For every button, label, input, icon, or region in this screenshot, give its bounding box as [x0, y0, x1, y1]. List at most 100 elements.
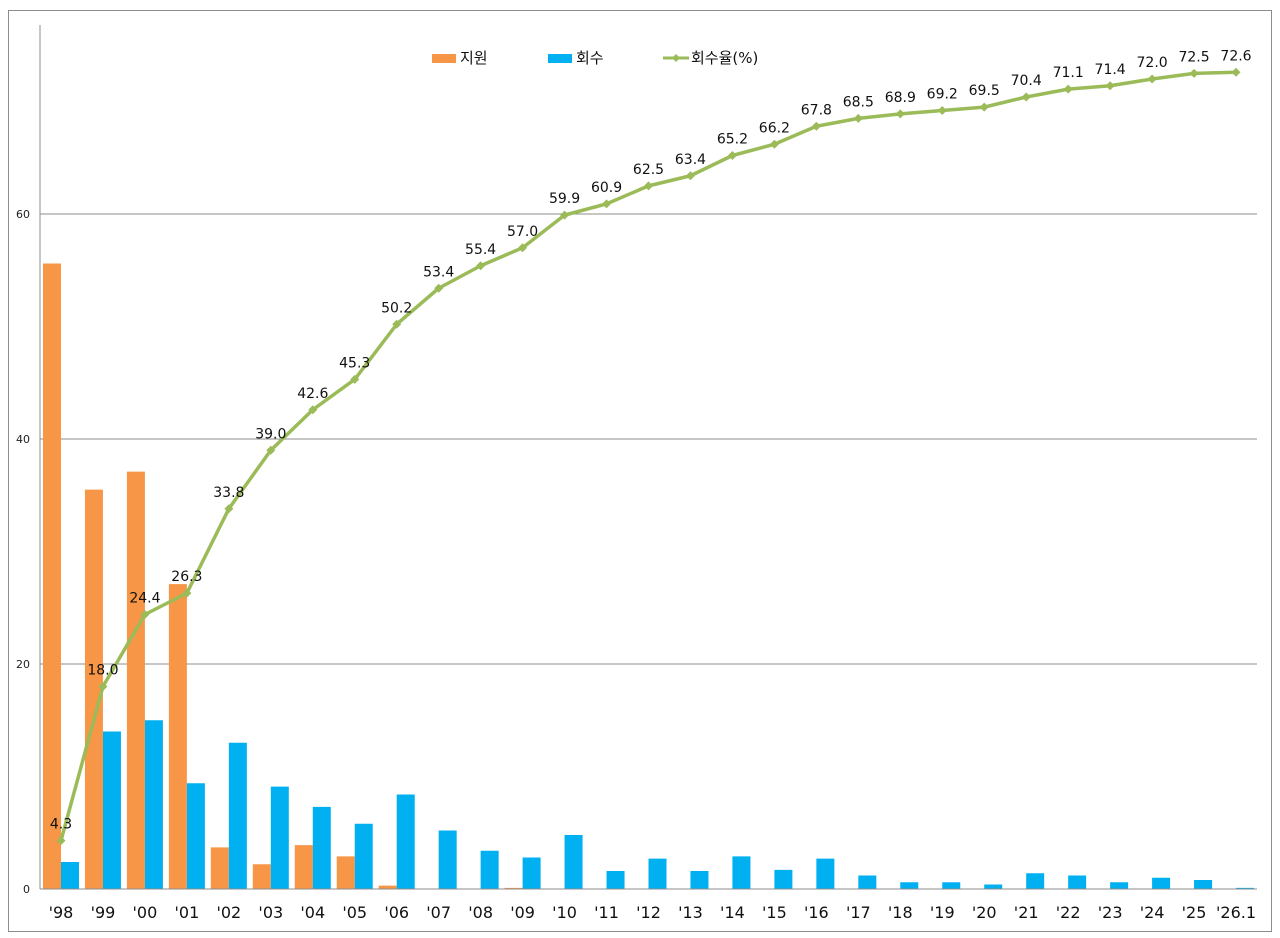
x-tick-label: '07: [426, 903, 451, 922]
x-tick-label: '03: [258, 903, 283, 922]
chart-frame: [8, 10, 1272, 932]
recovery-rate-label: 68.9: [885, 90, 916, 106]
x-tick-label: '24: [1140, 903, 1165, 922]
recovery-bar: [1236, 887, 1255, 889]
recovery-rate-label: 71.1: [1053, 65, 1084, 81]
recovery-bar: [312, 806, 331, 889]
recovery-bar: [480, 850, 499, 889]
recovery-bar: [690, 871, 709, 889]
recovery-rate-point: [308, 405, 318, 415]
recovery-rate-label: 72.6: [1220, 48, 1251, 64]
recovery-rate-label: 59.9: [549, 191, 580, 207]
recovery-bar: [1026, 873, 1045, 889]
recovery-rate-label: 69.2: [927, 87, 958, 103]
recovery-rate-point: [979, 102, 989, 112]
x-tick-label: '09: [510, 903, 535, 922]
recovery-rate-point: [98, 682, 108, 691]
recovery-bar: [606, 871, 625, 889]
recovery-rate-label: 66.2: [759, 120, 790, 136]
x-tick-label: '11: [594, 903, 619, 922]
recovery-rate-label: 63.4: [675, 152, 706, 168]
support-bar: [168, 584, 187, 889]
recovery-rate-point: [140, 610, 150, 619]
recovery-bar: [774, 869, 793, 889]
recovery-bar: [102, 731, 121, 889]
recovery-bar: [186, 783, 205, 889]
support-bar: [252, 864, 271, 889]
recovery-rate-label: 72.5: [1178, 49, 1209, 65]
x-tick-label: '22: [1056, 903, 1081, 922]
data-labels: 4.3 18.0 24.4 26.3 33.8 39.0 42.6 45.3 50.2 53.4 5…: [50, 48, 1252, 832]
recovery-rate-label: 42.6: [297, 386, 328, 402]
recovery-rate-label: 33.8: [213, 485, 244, 501]
recovery-rate-point: [685, 171, 695, 181]
x-tick-label: '26.1: [1216, 903, 1256, 922]
support-bar: [378, 885, 397, 889]
recovery-rate-label: 39.0: [255, 426, 286, 442]
recovery-rate-point: [1189, 68, 1199, 78]
recovery-rate-point: [644, 181, 653, 191]
recovery-bar: [648, 858, 667, 889]
recovery-rate-point: [224, 504, 234, 514]
y-axis: 0 20 40 60: [16, 25, 41, 896]
recovery-rate-label: 50.2: [381, 300, 412, 316]
support-bar: [336, 856, 355, 889]
recovery-rate-label: 69.5: [969, 83, 1000, 99]
legend-recovery: 회수: [548, 49, 604, 67]
x-tick-label: '15: [762, 903, 787, 922]
recovery-bar: [900, 882, 919, 889]
legend-label: 지원: [460, 49, 488, 67]
recovery-rate-point: [476, 261, 486, 271]
legend-swatch: [432, 54, 456, 63]
recovery-rate-label: 57.0: [507, 224, 538, 240]
support-bar: [126, 471, 145, 889]
recovery-bar: [144, 720, 163, 889]
recovery-rate-label: 60.9: [591, 180, 622, 196]
recovery-rate-point: [182, 588, 192, 598]
recovery-bar: [816, 858, 835, 889]
recovery-rate-label: 24.4: [129, 591, 160, 607]
bars: [42, 263, 1255, 889]
recovery-rate-label: 18.0: [87, 663, 118, 679]
x-tick-label: '19: [930, 903, 955, 922]
recovery-rate-point: [518, 243, 528, 253]
recovery-rate-point: [392, 319, 402, 329]
y-tick-label: 0: [23, 883, 30, 896]
support-bar: [294, 845, 313, 889]
x-tick-label: '02: [216, 903, 241, 922]
y-tick-label: 40: [16, 433, 30, 446]
legend-swatch: [548, 54, 572, 63]
x-tick-label: '20: [972, 903, 997, 922]
recovery-rate-label: 45.3: [339, 355, 370, 371]
recovery-rate-label: 67.8: [801, 102, 832, 118]
recovery-bar: [1152, 877, 1171, 889]
recovery-rate-label: 55.4: [465, 242, 496, 258]
y-tick-label: 20: [16, 658, 30, 671]
recovery-rate-point: [602, 199, 612, 209]
recovery-rate-point: [1021, 92, 1031, 102]
recovery-rate-label: 72.0: [1137, 55, 1168, 71]
recovery-bar: [522, 857, 541, 889]
x-tick-label: '99: [91, 903, 116, 922]
x-axis: '98 '99 '00 '01 '02 '03 '04 '05 '06 '07 '08 '09 '10 '…: [40, 888, 1257, 922]
recovery-bar: [270, 786, 289, 889]
x-tick-label: '23: [1098, 903, 1123, 922]
recovery-rate-label: 62.5: [633, 162, 664, 178]
recovery-bar: [1110, 882, 1129, 889]
recovery-rate-point: [727, 151, 737, 160]
support-bar: [210, 847, 229, 889]
x-tick-label: '25: [1182, 903, 1207, 922]
recovery-rate-label: 70.4: [1011, 73, 1042, 89]
x-tick-label: '12: [636, 903, 661, 922]
x-tick-label: '13: [678, 903, 703, 922]
legend-label: 회수율(%): [691, 49, 758, 67]
recovery-rate-label: 68.5: [843, 94, 874, 110]
recovery-bar: [354, 823, 373, 889]
x-tick-label: '05: [342, 903, 367, 922]
recovery-rate-label: 71.4: [1095, 62, 1126, 78]
legend-support: 지원: [432, 49, 488, 67]
x-tick-label: '18: [888, 903, 913, 922]
support-bar: [42, 263, 61, 889]
recovery-rate-label: 65.2: [717, 132, 748, 148]
legend-marker: [672, 54, 680, 62]
